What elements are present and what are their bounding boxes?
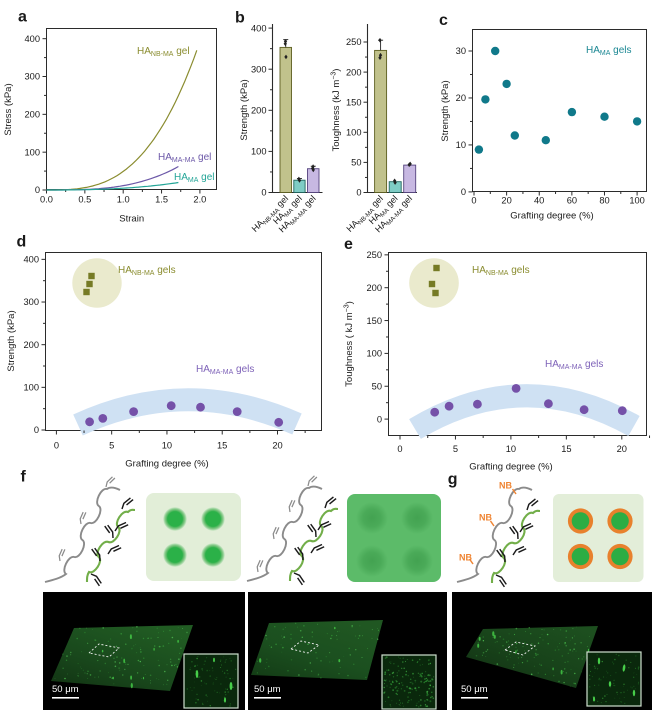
svg-text:100: 100 — [23, 383, 39, 393]
svg-text:HAMA-MA gel: HAMA-MA gel — [158, 152, 211, 164]
svg-text:f: f — [21, 469, 27, 486]
svg-text:a: a — [18, 9, 27, 26]
svg-text:Grafting degree (%): Grafting degree (%) — [510, 211, 593, 222]
svg-text:100: 100 — [366, 349, 382, 359]
svg-text:b: b — [235, 10, 245, 27]
svg-text:0: 0 — [397, 444, 402, 454]
svg-text:50 μm: 50 μm — [254, 684, 281, 695]
svg-text:15: 15 — [561, 444, 571, 454]
svg-text:100: 100 — [24, 147, 40, 157]
svg-text:20: 20 — [501, 196, 511, 206]
svg-text:80: 80 — [599, 196, 609, 206]
svg-text:200: 200 — [251, 106, 267, 116]
svg-text:Toughness ( kJ m−3): Toughness ( kJ m−3) — [344, 301, 356, 387]
svg-text:0: 0 — [471, 196, 476, 206]
svg-text:400: 400 — [23, 255, 39, 265]
svg-text:0: 0 — [54, 441, 59, 451]
svg-text:NB: NB — [459, 553, 472, 563]
svg-text:5: 5 — [109, 441, 114, 451]
svg-text:200: 200 — [24, 110, 40, 120]
svg-text:HAMA gels: HAMA gels — [586, 45, 632, 57]
svg-text:250: 250 — [346, 37, 362, 47]
svg-text:HANB-MA gel: HANB-MA gel — [137, 46, 190, 58]
svg-text:400: 400 — [251, 23, 267, 33]
svg-text:Strength (kPa): Strength (kPa) — [239, 79, 250, 140]
svg-text:150: 150 — [366, 316, 382, 326]
svg-text:Strength (kPa): Strength (kPa) — [6, 310, 17, 371]
svg-text:10: 10 — [162, 441, 172, 451]
svg-text:200: 200 — [346, 67, 362, 77]
svg-text:50: 50 — [351, 158, 361, 168]
svg-text:200: 200 — [366, 283, 382, 293]
svg-text:0: 0 — [261, 188, 266, 198]
svg-text:0: 0 — [356, 188, 361, 198]
svg-text:HAMA gel: HAMA gel — [174, 172, 215, 184]
svg-text:0.5: 0.5 — [78, 195, 91, 205]
svg-text:100: 100 — [251, 147, 267, 157]
svg-text:60: 60 — [567, 196, 577, 206]
svg-text:40: 40 — [534, 196, 544, 206]
svg-text:50: 50 — [372, 381, 382, 391]
svg-text:Toughness (kJ m−3): Toughness (kJ m−3) — [331, 69, 343, 152]
svg-text:30: 30 — [456, 46, 466, 56]
svg-text:1.0: 1.0 — [117, 195, 130, 205]
svg-text:c: c — [439, 12, 448, 29]
svg-text:0: 0 — [377, 414, 382, 424]
svg-text:10: 10 — [506, 444, 516, 454]
svg-text:0: 0 — [35, 185, 40, 195]
svg-text:NB: NB — [479, 513, 492, 523]
svg-text:15: 15 — [217, 441, 227, 451]
svg-text:10: 10 — [456, 140, 466, 150]
svg-text:50 μm: 50 μm — [461, 684, 488, 695]
svg-text:250: 250 — [366, 250, 382, 260]
svg-text:Grafting degree (%): Grafting degree (%) — [125, 459, 208, 470]
svg-text:200: 200 — [23, 340, 39, 350]
svg-text:100: 100 — [629, 196, 645, 206]
svg-text:300: 300 — [251, 64, 267, 74]
svg-text:Strain: Strain — [119, 214, 144, 225]
svg-text:g: g — [448, 471, 458, 488]
svg-text:1.5: 1.5 — [155, 195, 168, 205]
svg-text:20: 20 — [617, 444, 627, 454]
svg-text:NB: NB — [499, 481, 512, 491]
svg-text:300: 300 — [24, 72, 40, 82]
svg-text:300: 300 — [23, 297, 39, 307]
svg-text:0: 0 — [34, 425, 39, 435]
svg-text:0: 0 — [461, 187, 466, 197]
svg-text:400: 400 — [24, 34, 40, 44]
svg-text:e: e — [344, 236, 353, 253]
svg-text:20: 20 — [456, 93, 466, 103]
svg-text:150: 150 — [346, 97, 362, 107]
svg-text:100: 100 — [346, 128, 362, 138]
svg-text:Stress (kPa): Stress (kPa) — [3, 83, 14, 135]
svg-text:50 μm: 50 μm — [52, 684, 79, 695]
svg-text:20: 20 — [272, 441, 282, 451]
svg-text:Strength (kPa): Strength (kPa) — [440, 80, 451, 141]
svg-text:2.0: 2.0 — [193, 195, 206, 205]
svg-text:0.0: 0.0 — [40, 195, 53, 205]
svg-text:5: 5 — [453, 444, 458, 454]
svg-text:Grafting degree (%): Grafting degree (%) — [469, 462, 552, 473]
svg-text:d: d — [17, 234, 27, 251]
